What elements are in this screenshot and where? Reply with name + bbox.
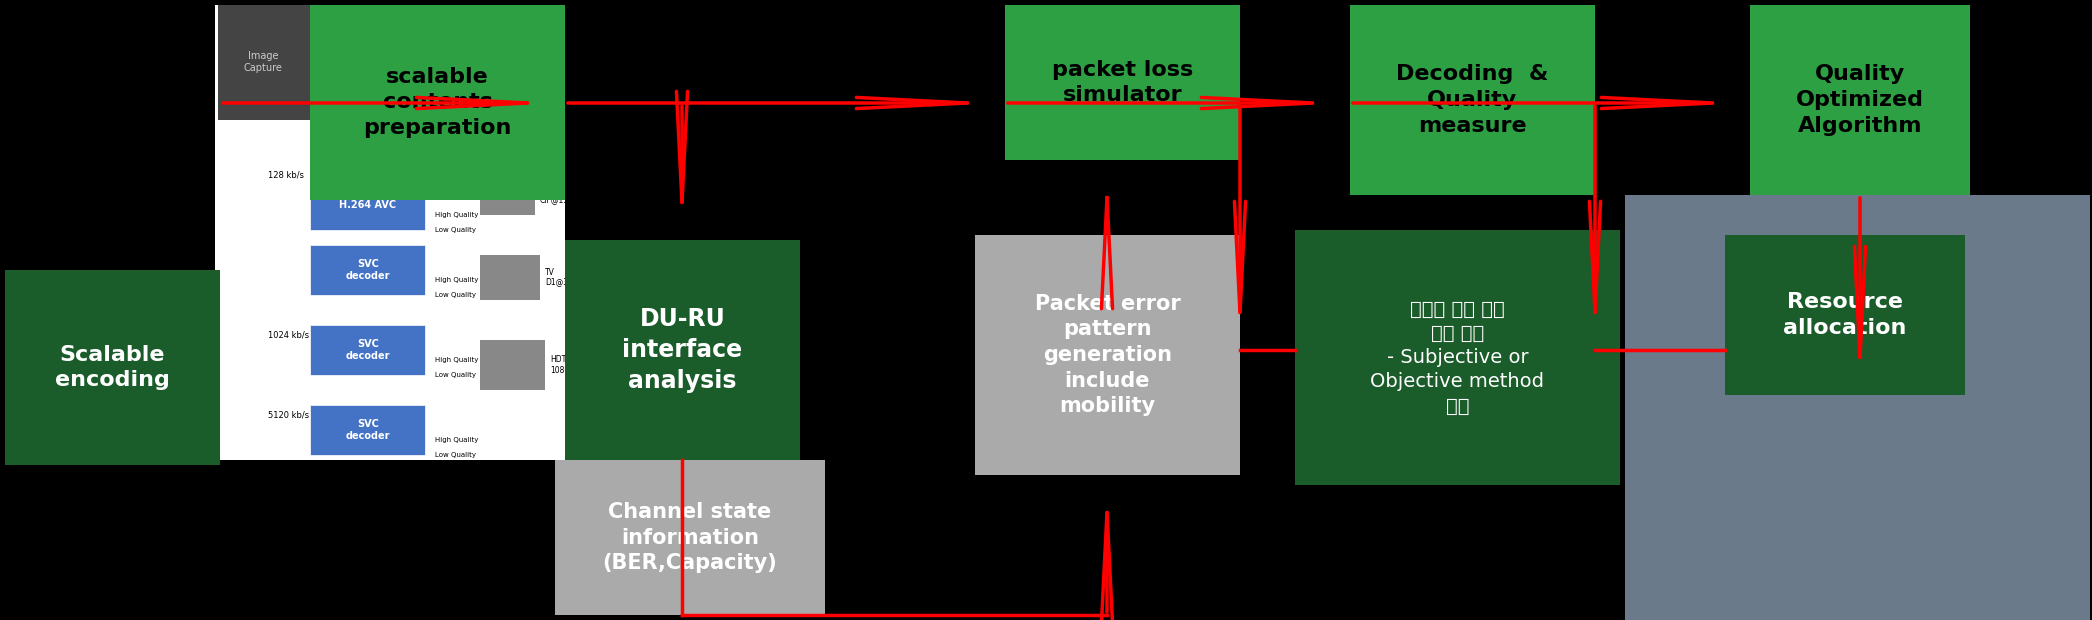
FancyBboxPatch shape xyxy=(215,5,565,460)
Text: Low Quality: Low Quality xyxy=(435,372,477,378)
FancyBboxPatch shape xyxy=(310,180,425,230)
Text: Laptop
CIF@15fps: Laptop CIF@15fps xyxy=(540,185,582,205)
Text: SVC
decoder: SVC decoder xyxy=(345,259,391,281)
FancyBboxPatch shape xyxy=(975,235,1241,475)
Text: High Quality: High Quality xyxy=(435,437,479,443)
Text: Low Quality: Low Quality xyxy=(435,452,477,458)
Text: Low Quality: Low Quality xyxy=(435,227,477,233)
FancyBboxPatch shape xyxy=(1625,195,2090,620)
Text: scalable
contents
preparation: scalable contents preparation xyxy=(364,67,513,138)
FancyBboxPatch shape xyxy=(1751,5,1971,195)
Text: 128 kb/s: 128 kb/s xyxy=(268,170,303,180)
Text: 1024 kb/s: 1024 kb/s xyxy=(268,330,310,340)
Text: Channel state
information
(BER,Capacity): Channel state information (BER,Capacity) xyxy=(602,502,778,573)
Text: High Quality: High Quality xyxy=(435,212,479,218)
Text: packet loss
simulator: packet loss simulator xyxy=(1052,60,1192,105)
FancyBboxPatch shape xyxy=(310,325,425,375)
Text: Quality
Optimized
Algorithm: Quality Optimized Algorithm xyxy=(1797,64,1925,136)
Text: High Quality: High Quality xyxy=(435,277,479,283)
FancyBboxPatch shape xyxy=(1295,230,1619,485)
FancyBboxPatch shape xyxy=(1625,195,2090,620)
FancyBboxPatch shape xyxy=(554,460,824,615)
Text: HDTV
1080P30fps: HDTV 1080P30fps xyxy=(550,355,596,374)
Text: 5120 kb/s: 5120 kb/s xyxy=(268,410,310,420)
FancyBboxPatch shape xyxy=(1726,235,1964,395)
Text: H.264 AVC: H.264 AVC xyxy=(339,200,397,210)
FancyBboxPatch shape xyxy=(479,175,536,215)
Text: Mobile
QCIF@7.5fps: Mobile QCIF@7.5fps xyxy=(540,100,590,120)
Text: 인지적 화질 평가
기법 개발
- Subjective or
Objective method
개발: 인지적 화질 평가 기법 개발 - Subjective or Objectiv… xyxy=(1370,299,1544,415)
FancyBboxPatch shape xyxy=(479,255,540,300)
FancyBboxPatch shape xyxy=(310,245,425,295)
Text: SVC
encoder: SVC encoder xyxy=(354,74,397,96)
FancyBboxPatch shape xyxy=(320,55,431,115)
FancyBboxPatch shape xyxy=(218,5,314,120)
Text: Packet error
pattern
generation
include
mobility: Packet error pattern generation include … xyxy=(1036,294,1180,416)
FancyBboxPatch shape xyxy=(310,5,565,200)
FancyBboxPatch shape xyxy=(479,340,546,390)
Text: SVC
decoder: SVC decoder xyxy=(345,339,391,361)
Text: SVC
decoder: SVC decoder xyxy=(345,419,391,441)
FancyBboxPatch shape xyxy=(1349,5,1594,195)
Text: DU-RU
interface
analysis: DU-RU interface analysis xyxy=(623,308,743,392)
Text: Decoding  &
Quality
measure: Decoding & Quality measure xyxy=(1395,64,1548,136)
FancyBboxPatch shape xyxy=(1004,5,1241,160)
Text: TV
D1@30fps: TV D1@30fps xyxy=(546,268,584,287)
Text: Low Quality: Low Quality xyxy=(435,292,477,298)
Text: Image
Capture: Image Capture xyxy=(243,51,282,73)
Text: Resource
allocation: Resource allocation xyxy=(1782,292,1906,338)
FancyBboxPatch shape xyxy=(565,240,799,460)
Text: Scalable
encoding: Scalable encoding xyxy=(54,345,169,391)
FancyBboxPatch shape xyxy=(479,90,536,130)
FancyBboxPatch shape xyxy=(310,405,425,455)
Text: High Quality: High Quality xyxy=(435,357,479,363)
FancyBboxPatch shape xyxy=(4,270,220,465)
